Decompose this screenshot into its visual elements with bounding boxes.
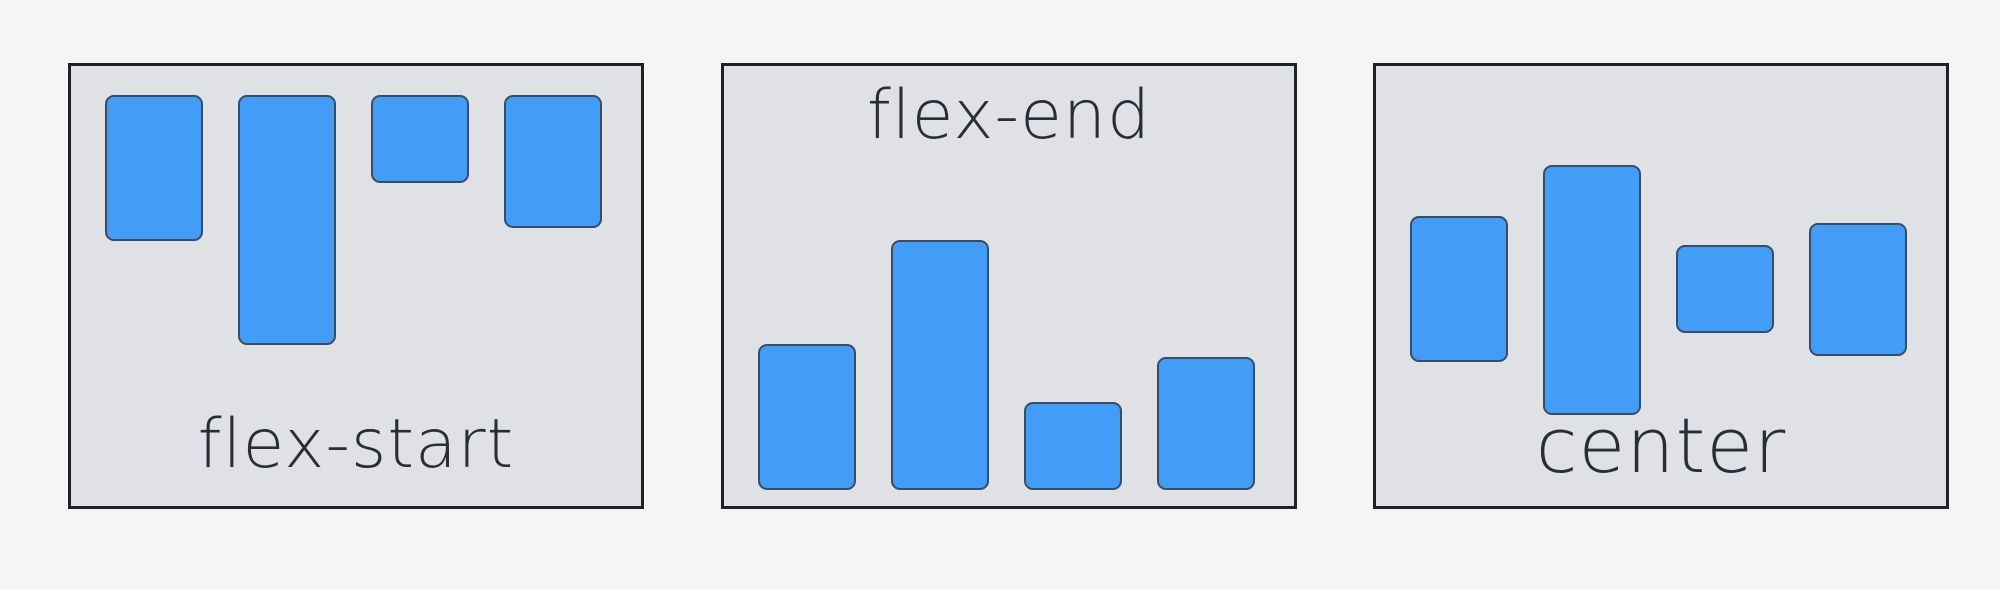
flex-item-box: [105, 95, 203, 241]
flex-item-box: [1024, 402, 1122, 490]
panel-label: flex-end: [866, 76, 1152, 155]
flex-item-box: [1410, 216, 1508, 362]
flex-item-box: [238, 95, 336, 345]
panel-label: flex-start: [197, 405, 515, 484]
flex-item-box: [371, 95, 469, 183]
flex-item-box: [1676, 245, 1774, 333]
flex-item-box: [1157, 357, 1255, 490]
panel-center: center: [1373, 63, 1949, 509]
panel-flex-start: flex-start: [68, 63, 644, 509]
panel-flex-end: flex-end: [721, 63, 1297, 509]
flex-item-box: [1809, 223, 1907, 356]
flex-item-box: [758, 344, 856, 490]
flex-item-box: [891, 240, 989, 490]
flex-item-box: [504, 95, 602, 228]
panel-label: center: [1535, 401, 1787, 490]
flex-item-box: [1543, 165, 1641, 415]
